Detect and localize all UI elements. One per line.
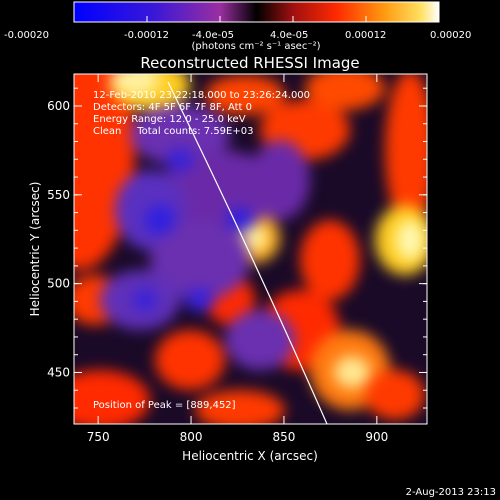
y-tick-label: 450 [47,365,70,379]
x-tick-label: 900 [365,430,388,444]
info-line-detectors: Detectors: 4F 5F 6F 7F 8F, Att 0 [93,102,252,113]
intensity-blob [305,74,385,110]
intensity-blob [145,205,175,235]
intensity-blob [365,370,425,420]
intensity-blob [243,226,267,250]
colorbar-tick-label: 4.0e-05 [270,30,308,41]
colorbar-tick-label: -0.00020 [4,30,49,41]
y-tick-label: 550 [47,188,70,202]
x-tick-label: 750 [87,430,110,444]
rhessi-image [74,74,427,424]
y-axis-label: Heliocentric Y (arcsec) [28,182,42,317]
colorbar-tick-label: 0.00020 [430,30,471,41]
intensity-blob [166,148,194,172]
intensity-blob [300,220,360,300]
intensity-blob [110,74,160,95]
info-line-counts: Clean Total counts: 7.59E+03 [93,126,253,137]
intensity-blob [133,288,157,312]
intensity-blob [205,75,285,115]
colorbar: -0.00020 -0.00012 -4.0e-05 4.0e-05 0.000… [4,1,471,52]
info-line-time: 12-Feb-2010 23:22:18.000 to 23:26:24.000 [93,90,310,101]
x-tick-labels: 750 800 850 900 [87,430,389,444]
intensity-blob [396,220,424,260]
intensity-blob [185,288,215,312]
intensity-blob [130,105,230,165]
y-tick-label: 600 [47,99,70,113]
colorbar-unit-label: (photons cm⁻² s⁻¹ asec⁻²) [191,41,320,52]
plot-title: Reconstructed RHESSI Image [140,54,359,72]
peak-position-label: Position of Peak = [889,452] [93,400,236,411]
colorbar-tick-label: -0.00012 [124,30,169,41]
axis-ticks [74,74,427,424]
intensity-blob [385,74,427,230]
y-tick-label: 500 [47,277,70,291]
footer-date: 2-Aug-2013 23:13 [406,487,496,498]
x-axis-label: Heliocentric X (arcsec) [182,449,318,463]
solar-limb-line [167,81,328,424]
intensity-blob [334,356,370,388]
colorbar-gradient [73,1,440,23]
intensity-blob [150,220,250,300]
intensity-blob [195,390,285,424]
intensity-blob [226,208,254,232]
colorbar-tick-label: 0.00012 [345,30,386,41]
colorbar-tick-label: -4.0e-05 [192,30,234,41]
x-tick-label: 850 [272,430,295,444]
plot-frame [73,73,428,425]
intensity-blob [225,310,295,370]
intensity-blob [155,330,225,390]
intensity-blob [74,370,150,424]
info-panel: 12-Feb-2010 23:22:18.000 to 23:26:24.000… [93,90,310,137]
y-tick-labels: 450 500 550 600 [47,99,70,379]
intensity-blob [250,140,310,220]
info-line-energy: Energy Range: 12.0 - 25.0 keV [93,114,246,125]
x-tick-label: 800 [180,430,203,444]
colorbar-ticks [73,16,440,22]
